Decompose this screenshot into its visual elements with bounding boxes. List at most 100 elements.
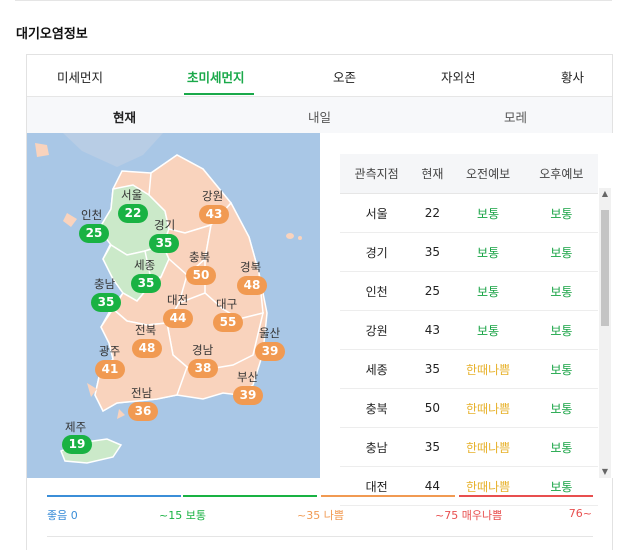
tab-fine-dust[interactable]: 미세먼지 xyxy=(57,70,104,85)
station-cell: 세종 xyxy=(340,349,414,389)
station-cell: 대전 xyxy=(340,466,414,506)
table-row: 인천 25 보통 보통 xyxy=(340,271,598,311)
current-cell: 43 xyxy=(413,310,452,350)
triangle-down-icon[interactable]: ▼ xyxy=(601,467,609,476)
region-value-daegu[interactable]: 55 xyxy=(213,313,243,332)
am-forecast-cell: 한때나쁨 xyxy=(451,427,525,467)
region-label-jeju: 제주 xyxy=(65,420,87,434)
region-label-chungnam: 충남 xyxy=(94,277,116,291)
current-cell: 35 xyxy=(413,232,452,272)
region-label-gyeongnam: 경남 xyxy=(192,343,214,357)
tab-day-after[interactable]: 모레 xyxy=(504,110,528,125)
region-value-sejong[interactable]: 35 xyxy=(131,274,161,293)
air-pollution-panel: 미세먼지 초미세먼지 오존 자외선 황사 현재 내일 모레 xyxy=(26,54,613,550)
current-cell: 25 xyxy=(413,271,452,311)
region-value-jeju[interactable]: 19 xyxy=(62,435,92,454)
station-cell: 충북 xyxy=(340,388,414,428)
scroll-thumb[interactable] xyxy=(601,210,609,326)
current-cell: 35 xyxy=(413,349,452,389)
tab-ultrafine-dust[interactable]: 초미세먼지 xyxy=(187,70,245,85)
station-cell: 인천 xyxy=(340,271,414,311)
tab-ozone[interactable]: 오존 xyxy=(333,70,357,85)
table-row: 서울 22 보통 보통 xyxy=(340,193,598,233)
header-current: 현재 xyxy=(413,154,452,194)
region-label-seoul: 서울 xyxy=(121,188,143,202)
am-forecast-cell: 보통 xyxy=(451,271,525,311)
region-value-jeonbuk[interactable]: 48 xyxy=(132,339,162,358)
region-label-sejong: 세종 xyxy=(134,258,156,272)
region-label-gyeongbuk: 경북 xyxy=(240,260,262,274)
region-label-ulsan: 울산 xyxy=(259,326,281,340)
region-value-gyeongbuk[interactable]: 48 xyxy=(237,276,267,295)
pm-forecast-cell: 보통 xyxy=(524,310,598,350)
region-value-gyeongnam[interactable]: 38 xyxy=(188,359,218,378)
table-row: 충남 35 한때나쁨 보통 xyxy=(340,427,598,467)
tab-now[interactable]: 현재 xyxy=(113,110,137,125)
am-forecast-cell: 한때나쁨 xyxy=(451,349,525,389)
pm-forecast-cell: 보통 xyxy=(524,349,598,389)
active-tab-indicator xyxy=(184,93,254,95)
header-am-forecast: 오전예보 xyxy=(451,154,525,194)
pm-forecast-cell: 보통 xyxy=(524,193,598,233)
am-forecast-cell: 보통 xyxy=(451,310,525,350)
region-value-chungnam[interactable]: 35 xyxy=(91,293,121,312)
am-forecast-cell: 보통 xyxy=(451,232,525,272)
legend-bad-bar xyxy=(321,495,455,497)
am-forecast-cell: 한때나쁨 xyxy=(451,388,525,428)
region-label-gangwon: 강원 xyxy=(202,189,224,203)
legend-bad-label: ~35 나쁨 xyxy=(297,509,344,522)
legend-normal-label: ~15 보통 xyxy=(159,509,206,522)
region-label-gyeonggi: 경기 xyxy=(154,218,176,232)
am-forecast-cell: 한때나쁨 xyxy=(451,466,525,506)
region-value-busan[interactable]: 39 xyxy=(233,386,263,405)
current-cell: 22 xyxy=(413,193,452,233)
station-cell: 강원 xyxy=(340,310,414,350)
tab-yellow-dust[interactable]: 황사 xyxy=(561,70,585,85)
region-value-chungbuk[interactable]: 50 xyxy=(186,266,216,285)
legend-normal-bar xyxy=(183,495,317,497)
bottom-divider xyxy=(47,536,593,537)
pm-forecast-cell: 보통 xyxy=(524,388,598,428)
region-value-incheon[interactable]: 25 xyxy=(79,224,109,243)
pm-forecast-cell: 보통 xyxy=(524,271,598,311)
region-value-ulsan[interactable]: 39 xyxy=(255,342,285,361)
korea-map: 서울 22 인천 25 경기 35 강원 43 충북 50 세종 35 충남 3… xyxy=(27,133,320,478)
pm-forecast-cell: 보통 xyxy=(524,427,598,467)
tab-tomorrow[interactable]: 내일 xyxy=(308,110,332,125)
current-cell: 35 xyxy=(413,427,452,467)
table-row: 경기 35 보통 보통 xyxy=(340,232,598,272)
header-station: 관측지점 xyxy=(340,154,414,194)
region-label-chungbuk: 충북 xyxy=(189,250,211,264)
table-row: 충북 50 한때나쁨 보통 xyxy=(340,388,598,428)
table-header-row: 관측지점 현재 오전예보 오후예보 xyxy=(340,154,598,194)
main-tabs: 미세먼지 초미세먼지 오존 자외선 황사 xyxy=(27,55,612,96)
region-label-busan: 부산 xyxy=(237,370,259,384)
region-value-daejeon[interactable]: 44 xyxy=(163,309,193,328)
region-label-jeonnam: 전남 xyxy=(131,386,153,400)
region-label-jeonbuk: 전북 xyxy=(135,323,157,337)
header-pm-forecast: 오후예보 xyxy=(524,154,598,194)
triangle-up-icon[interactable]: ▲ xyxy=(601,189,609,198)
region-value-gwangju[interactable]: 41 xyxy=(95,360,125,379)
current-cell: 50 xyxy=(413,388,452,428)
region-label-daegu: 대구 xyxy=(216,297,238,311)
legend-very-bad-bar xyxy=(459,495,593,497)
region-value-gangwon[interactable]: 43 xyxy=(199,205,229,224)
station-table-area: 관측지점 현재 오전예보 오후예보 서울 22 보통 보통 경기 35 보통 보통 인천 25 보통… xyxy=(320,133,613,506)
region-value-jeonnam[interactable]: 36 xyxy=(128,402,158,421)
tab-uv[interactable]: 자외선 xyxy=(441,70,476,85)
legend-very-bad-label: ~75 매우나쁨 xyxy=(435,509,503,522)
legend-good-label: 좋음 0 xyxy=(47,509,78,522)
station-cell: 서울 xyxy=(340,193,414,233)
table-row: 강원 43 보통 보통 xyxy=(340,310,598,350)
table-scrollbar[interactable]: ▲ ▼ xyxy=(599,188,611,478)
pm-forecast-cell: 보통 xyxy=(524,232,598,272)
table-row: 세종 35 한때나쁨 보통 xyxy=(340,349,598,389)
region-label-gwangju: 광주 xyxy=(99,344,121,358)
pm-forecast-cell: 보통 xyxy=(524,466,598,506)
region-value-seoul[interactable]: 22 xyxy=(118,204,148,223)
table-row: 대전 44 한때나쁨 보통 xyxy=(340,466,598,506)
region-value-gyeonggi[interactable]: 35 xyxy=(149,234,179,253)
station-table: 관측지점 현재 오전예보 오후예보 서울 22 보통 보통 경기 35 보통 보통 인천 25 보통… xyxy=(340,154,598,506)
region-label-daejeon: 대전 xyxy=(167,293,189,307)
